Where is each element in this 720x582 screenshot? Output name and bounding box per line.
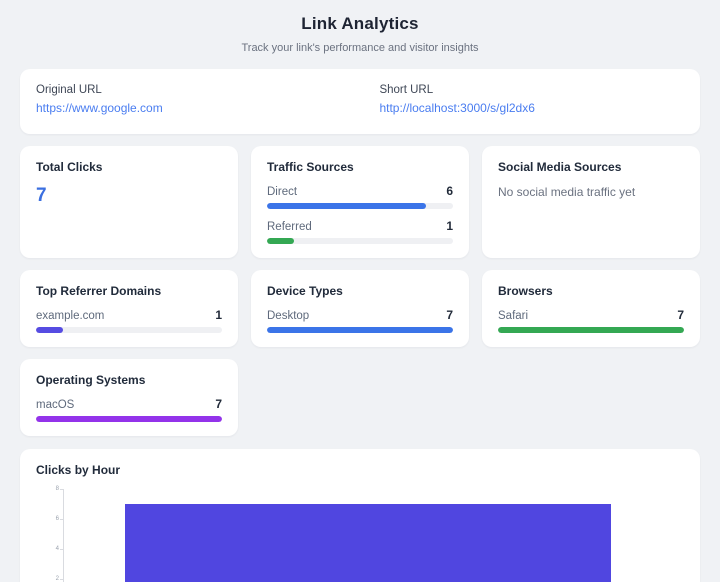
url-card: Original URL https://www.google.com Shor…	[20, 69, 700, 134]
total-clicks-title: Total Clicks	[36, 160, 103, 174]
stat-bar-track	[267, 327, 453, 333]
chart-bar-19-00[interactable]	[124, 504, 612, 582]
short-url-label: Short URL	[379, 84, 434, 96]
stat-row: Referred 1	[267, 219, 453, 244]
stat-row: macOS 7	[36, 397, 222, 422]
stat-bar-fill	[267, 203, 427, 209]
top-referrers-title: Top Referrer Domains	[36, 284, 162, 298]
stat-row: Desktop 7	[267, 308, 453, 333]
operating-systems-card: Operating Systems macOS 7	[20, 359, 238, 436]
total-clicks-card: Total Clicks 7	[20, 146, 238, 258]
traffic-sources-rows: Direct 6 Referred 1	[267, 184, 453, 244]
stat-label: Direct	[267, 186, 298, 198]
stat-row: example.com 1	[36, 308, 222, 333]
short-url-link[interactable]: http://localhost:3000/s/gl2dx6	[379, 101, 535, 115]
page-title: Link Analytics	[301, 14, 419, 33]
device-types-rows: Desktop 7	[267, 308, 453, 333]
stat-bar-fill	[36, 327, 63, 333]
clicks-by-hour-title: Clicks by Hour	[36, 463, 121, 477]
stat-row: Direct 6	[267, 184, 453, 209]
stat-bar-fill	[36, 416, 222, 422]
top-referrers-card: Top Referrer Domains example.com 1	[20, 270, 238, 347]
original-url-section: Original URL https://www.google.com	[36, 84, 379, 117]
stat-label: example.com	[36, 310, 105, 322]
y-axis-tick-mark	[60, 548, 63, 550]
stat-bar-track	[498, 327, 684, 333]
traffic-sources-card: Traffic Sources Direct 6 Referred 1	[251, 146, 469, 258]
total-clicks-value: 7	[36, 185, 47, 206]
stat-label: Desktop	[267, 310, 310, 322]
stat-value: 1	[215, 308, 222, 322]
page-header: Link Analytics Track your link's perform…	[20, 14, 700, 54]
browsers-card: Browsers Safari 7	[482, 270, 700, 347]
stat-value: 7	[215, 397, 222, 411]
stats-row-2: Top Referrer Domains example.com 1 Device…	[20, 270, 700, 347]
stat-row: Safari 7	[498, 308, 684, 333]
stat-value: 7	[677, 308, 684, 322]
short-url-section: Short URL http://localhost:3000/s/gl2dx6	[379, 84, 684, 117]
clicks-by-hour-card: Clicks by Hour 0246819:00	[20, 449, 700, 582]
stat-value: 1	[446, 219, 453, 233]
stat-label: macOS	[36, 399, 75, 411]
traffic-sources-title: Traffic Sources	[267, 160, 354, 174]
stat-bar-track	[267, 203, 453, 209]
operating-systems-title: Operating Systems	[36, 373, 146, 387]
original-url-label: Original URL	[36, 84, 102, 96]
stat-label: Referred	[267, 221, 312, 233]
y-axis-tick-label: 6	[55, 516, 59, 522]
stat-bar-track	[36, 327, 222, 333]
y-axis-tick-mark	[60, 518, 63, 520]
stats-row-1: Total Clicks 7 Traffic Sources Direct 6 Re…	[20, 146, 700, 258]
device-types-card: Device Types Desktop 7	[251, 270, 469, 347]
top-referrers-rows: example.com 1	[36, 308, 222, 333]
browsers-title: Browsers	[498, 284, 553, 298]
stat-bar-fill	[267, 327, 453, 333]
y-axis-tick-label: 8	[55, 486, 59, 492]
browsers-rows: Safari 7	[498, 308, 684, 333]
page-subtitle: Track your link's performance and visito…	[241, 42, 479, 54]
y-axis-tick-label: 4	[55, 546, 59, 552]
stat-bar-track	[267, 238, 453, 244]
operating-systems-rows: macOS 7	[36, 397, 222, 422]
stat-value: 7	[446, 308, 453, 322]
stat-value: 6	[446, 184, 453, 198]
social-media-empty-text: No social media traffic yet	[498, 185, 636, 199]
social-media-title: Social Media Sources	[498, 160, 622, 174]
y-axis-tick-label: 2	[55, 576, 59, 582]
original-url-link[interactable]: https://www.google.com	[36, 101, 163, 115]
y-axis-tick-mark	[60, 578, 63, 580]
stat-bar-track	[36, 416, 222, 422]
y-axis-tick-mark	[60, 488, 63, 490]
stat-label: Safari	[498, 310, 529, 322]
stats-row-3: Operating Systems macOS 7	[20, 359, 700, 436]
clicks-by-hour-chart: 0246819:00	[56, 486, 672, 582]
device-types-title: Device Types	[267, 284, 343, 298]
stat-bar-fill	[267, 238, 294, 244]
stat-bar-fill	[498, 327, 684, 333]
social-media-card: Social Media Sources No social media tra…	[482, 146, 700, 258]
